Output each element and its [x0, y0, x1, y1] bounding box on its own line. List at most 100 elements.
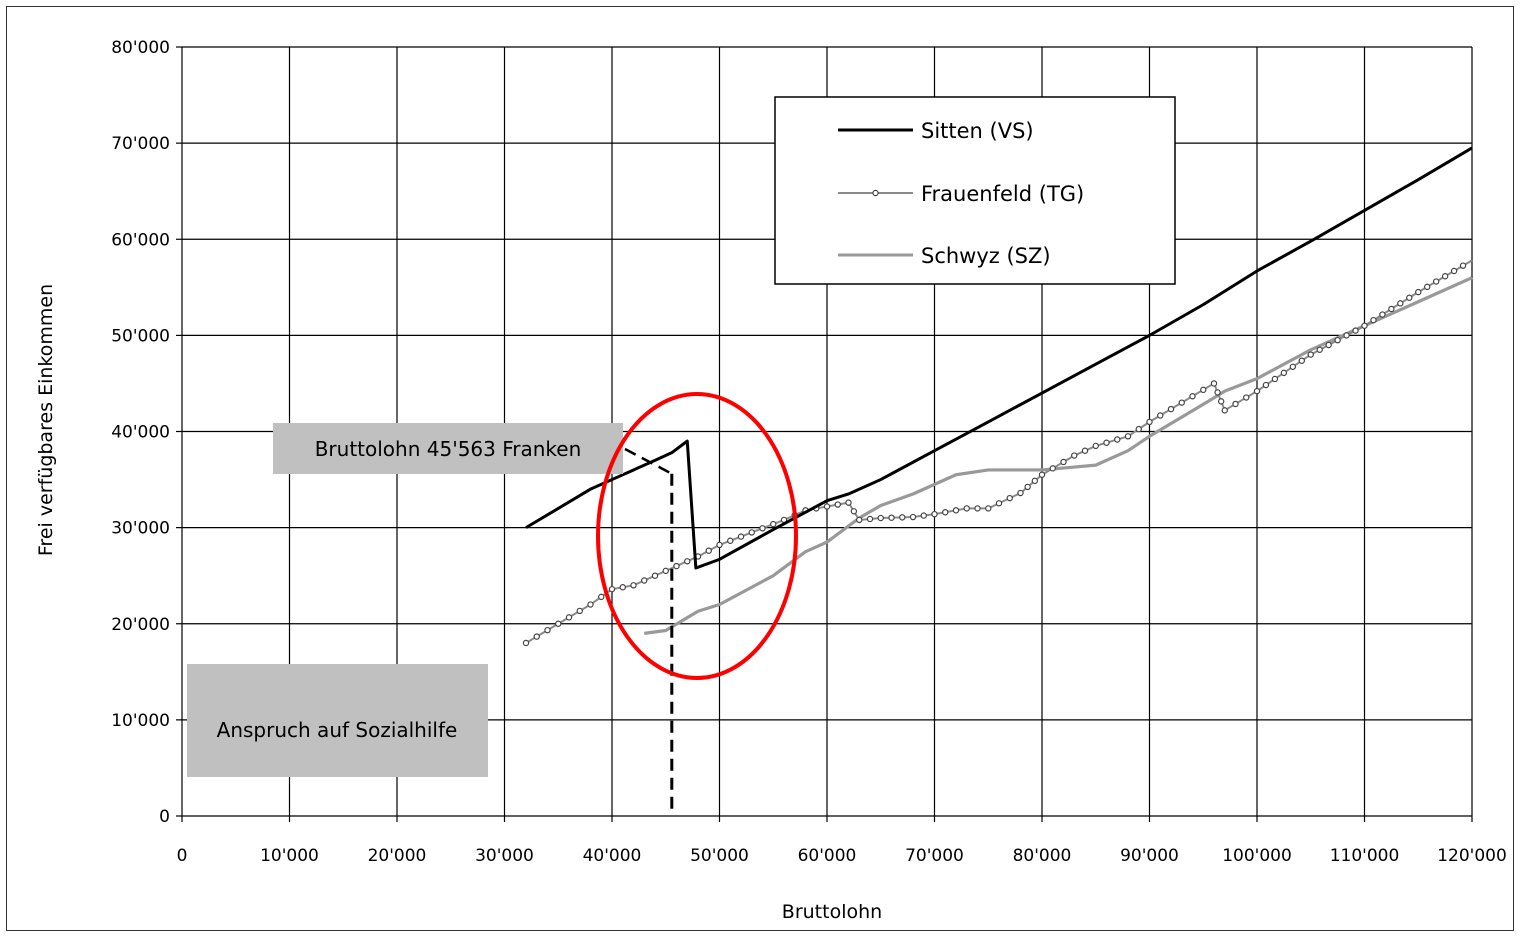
social-assistance-label: Anspruch auf Sozialhilfe	[217, 718, 458, 742]
chart-frame	[6, 6, 1514, 931]
frauenfeld-marker	[1006, 494, 1013, 502]
frauenfeld-marker	[909, 513, 917, 521]
x-tick-label: 100'000	[1222, 846, 1292, 866]
legend-label: Sitten (VS)	[921, 119, 1034, 143]
frauenfeld-marker	[684, 558, 691, 565]
frauenfeld-marker	[1424, 283, 1431, 291]
x-tick-label: 30'000	[475, 846, 534, 866]
legend-label: Schwyz (SZ)	[921, 244, 1051, 268]
frauenfeld-marker	[598, 593, 605, 601]
frauenfeld-marker	[1146, 418, 1153, 426]
frauenfeld-marker	[748, 529, 755, 536]
x-tick-label: 40'000	[583, 846, 642, 866]
frauenfeld-marker	[1178, 399, 1185, 406]
bruttolohn-leader-line	[624, 447, 673, 475]
frauenfeld-marker	[1217, 398, 1225, 405]
frauenfeld-marker	[834, 501, 841, 508]
frauenfeld-marker	[608, 585, 616, 593]
frauenfeld-marker	[942, 509, 949, 516]
frauenfeld-marker	[1352, 327, 1359, 334]
frauenfeld-marker	[1024, 483, 1031, 491]
frauenfeld-marker	[1092, 442, 1099, 450]
frauenfeld-marker	[877, 514, 884, 522]
frauenfeld-marker	[1060, 458, 1067, 466]
frauenfeld-marker	[1289, 363, 1297, 370]
frauenfeld-marker	[1221, 407, 1228, 414]
frauenfeld-marker	[1325, 341, 1332, 349]
frauenfeld-marker	[1114, 436, 1121, 443]
frauenfeld-marker	[1361, 322, 1368, 329]
frauenfeld-marker	[1459, 262, 1467, 269]
frauenfeld-marker	[1031, 477, 1039, 485]
frauenfeld-marker	[1049, 465, 1056, 472]
x-tick-label: 50'000	[690, 846, 749, 866]
frauenfeld-marker	[1334, 336, 1341, 344]
series-group	[522, 146, 1473, 647]
y-tick-label: 80'000	[111, 38, 170, 58]
frauenfeld-marker	[1298, 357, 1305, 364]
bruttolohn-label-box	[273, 423, 623, 474]
y-tick-label: 70'000	[111, 134, 170, 154]
x-tick-label: 0	[177, 846, 188, 866]
frauenfeld-marker	[1415, 288, 1422, 296]
frauenfeld-marker	[963, 505, 970, 512]
frauenfeld-marker	[985, 505, 992, 512]
frauenfeld-marker	[920, 512, 927, 519]
frauenfeld-marker	[1232, 400, 1239, 408]
frauenfeld-marker	[1253, 387, 1261, 395]
x-axis-label: Bruttolohn	[782, 901, 882, 923]
x-tick-label: 110'000	[1330, 846, 1400, 866]
frauenfeld-marker	[899, 514, 906, 521]
series-line-schwyz	[644, 276, 1473, 635]
annotation-lines	[624, 447, 674, 816]
series-line-frauenfeld	[525, 259, 1473, 644]
frauenfeld-marker	[1135, 425, 1142, 433]
frauenfeld-marker	[995, 500, 1003, 507]
frauenfeld-marker	[850, 508, 858, 515]
legend: Sitten (VS) Frauenfeld (TG) Schwyz (SZ)	[838, 119, 1084, 268]
highlight-circle	[596, 392, 798, 680]
frauenfeld-marker	[1316, 346, 1323, 353]
frauenfeld-marker	[1071, 452, 1078, 459]
frauenfeld-marker	[1210, 380, 1218, 387]
frauenfeld-marker	[1243, 394, 1250, 401]
series-line-sitten	[525, 146, 1473, 570]
frauenfeld-marker	[727, 537, 734, 544]
x-tick-labels: 0 10'000 20'000 30'000 40'000 50'000 60'000 70'…	[177, 846, 1507, 866]
frauenfeld-marker	[1388, 305, 1395, 313]
frauenfeld-marker	[1017, 489, 1024, 497]
y-tick-label: 60'000	[111, 230, 170, 250]
frauenfeld-marker	[641, 577, 648, 584]
y-tick-label: 0	[159, 807, 170, 827]
y-tick-labels: 0 10'000 20'000 30'000 40'000 50'000 60'000 70'…	[111, 38, 170, 827]
frauenfeld-marker	[856, 516, 863, 524]
frauenfeld-marker	[931, 510, 938, 518]
frauenfeld-marker	[716, 541, 723, 549]
y-tick-label: 40'000	[111, 423, 170, 443]
frauenfeld-marker	[587, 601, 594, 608]
x-tick-label: 20'000	[368, 846, 427, 866]
frauenfeld-marker	[1271, 375, 1279, 383]
frauenfeld-marker	[1200, 386, 1207, 394]
x-tick-label: 90'000	[1120, 846, 1179, 866]
legend-marker	[872, 189, 879, 197]
frauenfeld-marker	[705, 547, 712, 554]
frauenfeld-marker	[759, 525, 766, 532]
frauenfeld-marker	[737, 533, 745, 540]
frauenfeld-marker	[544, 626, 551, 634]
frauenfeld-marker	[1370, 316, 1377, 324]
x-tick-label: 120'000	[1437, 846, 1507, 866]
frauenfeld-marker	[1397, 300, 1404, 307]
frauenfeld-marker	[1343, 332, 1350, 339]
frauenfeld-marker	[619, 584, 626, 591]
frauenfeld-marker	[522, 639, 530, 647]
frauenfeld-marker	[673, 562, 680, 570]
frauenfeld-marker	[1262, 381, 1270, 389]
y-axis-label: Frei verfügbares Einkommen	[35, 284, 57, 556]
y-tick-label: 10'000	[111, 711, 170, 731]
frauenfeld-marker	[1214, 389, 1221, 396]
frauenfeld-marker	[1103, 439, 1110, 446]
frauenfeld-marker	[1124, 433, 1132, 440]
legend-label: Frauenfeld (TG)	[921, 182, 1084, 206]
